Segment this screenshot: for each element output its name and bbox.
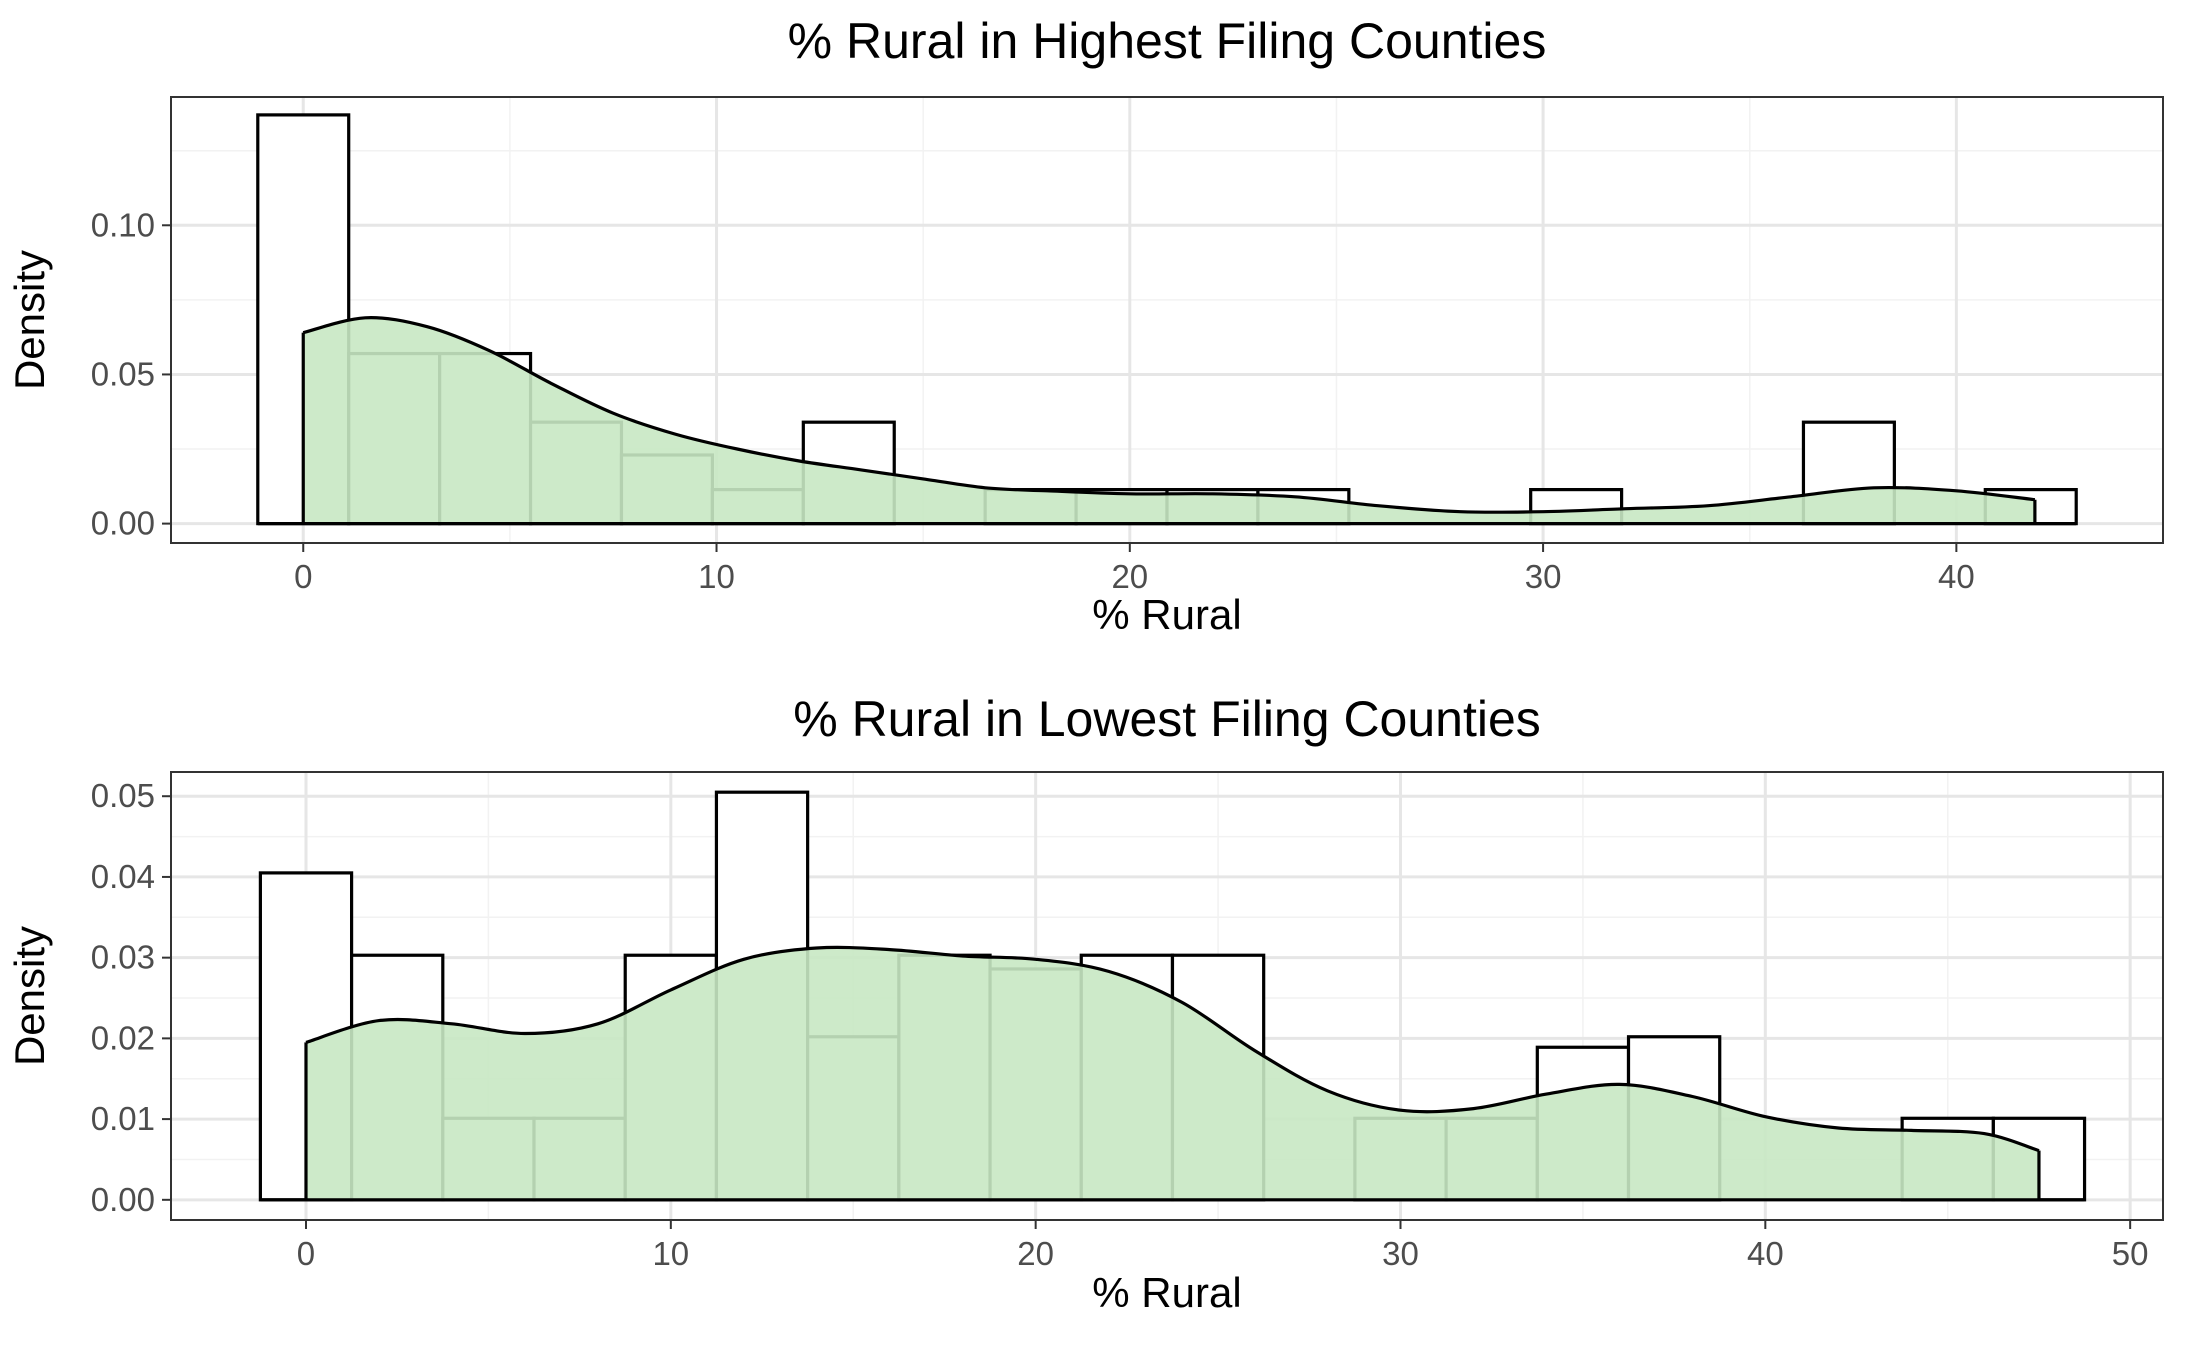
y-tick-label: 0.10 [91,206,155,243]
y-tick-label: 0.05 [91,355,155,392]
x-tick-label: 0 [294,558,312,595]
x-tick-label: 30 [1525,558,1562,595]
panel-border [170,771,2164,1221]
y-tick-label: 0.04 [91,858,155,895]
y-tick-label: 0.03 [91,939,155,976]
density-curve [302,316,2036,514]
x-axis-title: % Rural [1092,1269,1241,1316]
x-tick-label: 40 [1747,1235,1784,1272]
y-tick-label: 0.05 [91,777,155,814]
x-tick-label: 10 [698,558,735,595]
chart-title: % Rural in Highest Filing Counties [788,13,1547,69]
panel-border [170,96,2164,544]
x-tick-label: 10 [652,1235,689,1272]
y-axis-title: Density [6,926,53,1066]
x-tick-label: 40 [1938,558,1975,595]
x-axis-title: % Rural [1092,591,1241,638]
y-tick-label: 0.00 [91,1181,155,1218]
density-curve [305,945,2040,1153]
chart-panel-1: 0 10 20 30 40 0.00 0.05 0.10 % Rural in Highest … [6,13,2164,638]
y-tick-label: 0.00 [91,505,155,542]
y-axis-title: Density [6,250,53,390]
x-tick-label: 0 [297,1235,315,1272]
x-tick-label: 20 [1111,558,1148,595]
y-tick-label: 0.02 [91,1019,155,1056]
chart-title: % Rural in Lowest Filing Counties [793,691,1541,747]
chart-panel-2: 0 10 20 30 40 50 0.00 0.01 0.02 0.03 0.04 0.05 % Rur… [6,691,2164,1316]
density-area [303,317,2035,524]
x-tick-label: 30 [1382,1235,1419,1272]
y-tick-label: 0.01 [91,1100,155,1137]
x-tick-label: 50 [2112,1235,2149,1272]
x-tick-label: 20 [1017,1235,1054,1272]
density-area [306,947,2039,1200]
